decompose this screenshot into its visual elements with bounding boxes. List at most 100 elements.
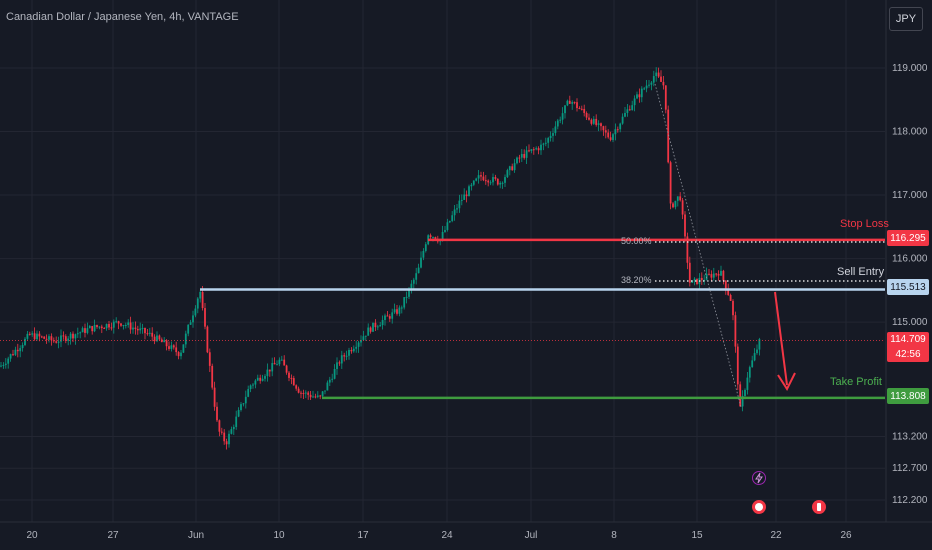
- candle-body: [156, 335, 158, 342]
- candle-body: [729, 294, 732, 301]
- candle-body: [0, 365, 2, 367]
- candle-body: [535, 148, 538, 150]
- lightning-event-icon[interactable]: [752, 471, 766, 485]
- candle-body: [319, 395, 322, 397]
- candle-body: [300, 392, 302, 394]
- x-tick-label: Jul: [525, 530, 538, 541]
- candle-body: [72, 333, 74, 339]
- x-tick-label: 8: [611, 530, 617, 541]
- candle-body: [132, 327, 134, 330]
- candle-body: [117, 321, 120, 324]
- candle-body: [38, 333, 41, 337]
- candle-body: [561, 113, 564, 120]
- candle-body: [643, 88, 646, 90]
- candle-body: [696, 278, 698, 285]
- candle-body: [266, 369, 269, 377]
- stop-loss-label: Stop Loss: [840, 218, 889, 230]
- candle-body: [273, 363, 276, 365]
- candle-body: [448, 220, 451, 223]
- candle-body: [374, 322, 377, 328]
- candle-body: [50, 336, 53, 341]
- candle-body: [751, 360, 754, 368]
- candle-body: [748, 367, 751, 378]
- candle-body: [451, 215, 454, 221]
- candle-body: [48, 336, 50, 340]
- candle-body: [290, 377, 293, 379]
- candle-body: [362, 336, 365, 340]
- candle-body: [206, 326, 209, 353]
- candle-body: [172, 345, 175, 348]
- currency-button[interactable]: JPY: [889, 7, 923, 31]
- candle-body: [103, 328, 106, 330]
- candle-body: [240, 404, 242, 411]
- y-tick-label: 112.700: [892, 463, 928, 474]
- candle-body: [396, 309, 398, 314]
- candle-body: [76, 333, 79, 335]
- candle-body: [254, 380, 257, 385]
- candle-body: [585, 112, 588, 118]
- candle-body: [626, 109, 629, 113]
- x-tick-label: 27: [107, 530, 119, 541]
- candle-body: [475, 178, 478, 181]
- candle-body: [724, 280, 727, 290]
- x-tick-label: 22: [770, 530, 782, 541]
- candle-body: [480, 175, 482, 177]
- chart-title: Canadian Dollar / Japanese Yen, 4h, VANT…: [6, 11, 239, 23]
- candle-body: [182, 344, 185, 353]
- candle-body: [595, 118, 598, 125]
- candle-body: [264, 376, 266, 379]
- candle-body: [367, 327, 370, 336]
- candle-body: [36, 333, 38, 340]
- candle-body: [187, 324, 190, 334]
- candle-body: [177, 352, 180, 357]
- flag-event-icon[interactable]: [812, 500, 826, 514]
- candle-body: [422, 250, 425, 258]
- flag-event-icon[interactable]: [752, 500, 766, 514]
- candle-body: [669, 162, 672, 204]
- candle-body: [64, 336, 67, 341]
- candle-body: [386, 315, 389, 317]
- candle-body: [360, 339, 362, 343]
- candle-body: [158, 335, 161, 340]
- candle-body: [734, 315, 737, 347]
- x-tick-label: 17: [357, 530, 369, 541]
- candle-body: [237, 410, 240, 417]
- candle-body: [578, 108, 581, 110]
- candle-body: [141, 327, 144, 329]
- candle-body: [564, 105, 566, 114]
- candle-body: [732, 300, 734, 316]
- candle-body: [446, 222, 449, 230]
- candle-body: [573, 102, 576, 104]
- candle-body: [352, 348, 355, 352]
- candle-body: [441, 231, 444, 240]
- candle-body: [405, 296, 408, 298]
- candle-body: [84, 328, 86, 333]
- candle-body: [525, 150, 528, 158]
- candle-body: [417, 267, 420, 274]
- candle-body: [412, 279, 415, 284]
- candle-body: [477, 175, 480, 179]
- candle-body: [624, 112, 626, 117]
- candle-body: [21, 345, 24, 349]
- candle-body: [600, 123, 602, 127]
- candle-body: [139, 328, 142, 331]
- candle-body: [381, 319, 384, 326]
- candle-body: [2, 364, 5, 366]
- candle-body: [223, 432, 226, 442]
- candle-body: [218, 420, 221, 432]
- y-tick-label: 116.000: [892, 254, 928, 265]
- sell-arrow-shaft: [774, 291, 788, 386]
- candle-body: [379, 325, 382, 327]
- candle-body: [720, 270, 722, 276]
- x-tick-label: 10: [273, 530, 285, 541]
- candle-body: [69, 333, 72, 339]
- candle-body: [98, 326, 101, 328]
- candle-body: [91, 326, 94, 332]
- candle-body: [717, 273, 720, 276]
- take-profit-label: Take Profit: [830, 376, 882, 388]
- candle-body: [168, 346, 170, 349]
- candle-body: [631, 105, 634, 111]
- candle-body: [708, 273, 710, 275]
- candle-body: [391, 312, 394, 319]
